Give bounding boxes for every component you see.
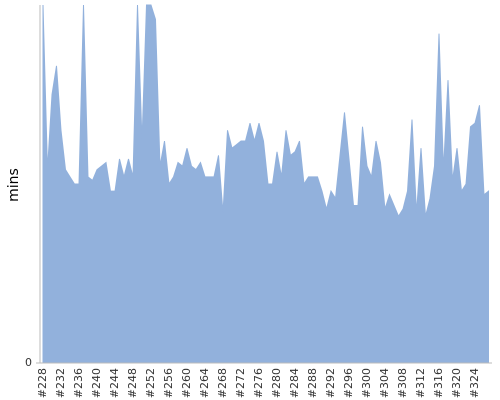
x-tick-label: #232 bbox=[54, 368, 67, 398]
x-tick-label: #276 bbox=[252, 368, 265, 398]
x-tick-label: #316 bbox=[432, 368, 445, 398]
x-tick-label: #324 bbox=[468, 368, 481, 398]
x-tick-label: #264 bbox=[198, 368, 211, 398]
x-tick-label: #292 bbox=[324, 368, 337, 398]
x-tick-label: #240 bbox=[90, 368, 103, 398]
x-tick-label: #288 bbox=[306, 368, 319, 398]
y-axis-label: mins bbox=[6, 168, 22, 202]
x-tick-label: #248 bbox=[126, 368, 139, 398]
x-tick-label: #228 bbox=[36, 368, 49, 398]
x-tick-label: #256 bbox=[162, 368, 175, 398]
y-tick-label: 0 bbox=[25, 356, 32, 369]
x-tick-label: #312 bbox=[414, 368, 427, 398]
x-tick-label: #296 bbox=[342, 368, 355, 398]
area bbox=[42, 4, 489, 364]
x-tick-label: #300 bbox=[360, 368, 373, 398]
x-tick-label: #268 bbox=[216, 368, 229, 398]
x-tick-label: #284 bbox=[288, 368, 301, 398]
x-tick-label: #308 bbox=[396, 368, 409, 398]
x-tick-label: #260 bbox=[180, 368, 193, 398]
x-tick-label: #252 bbox=[144, 368, 157, 398]
x-tick-label: #236 bbox=[72, 368, 85, 398]
x-tick-label: #280 bbox=[270, 368, 283, 398]
x-tick-label: #244 bbox=[108, 368, 121, 398]
x-tick-label: #272 bbox=[234, 368, 247, 398]
x-tick-label: #320 bbox=[450, 368, 463, 398]
x-tick-label: #304 bbox=[378, 368, 391, 398]
